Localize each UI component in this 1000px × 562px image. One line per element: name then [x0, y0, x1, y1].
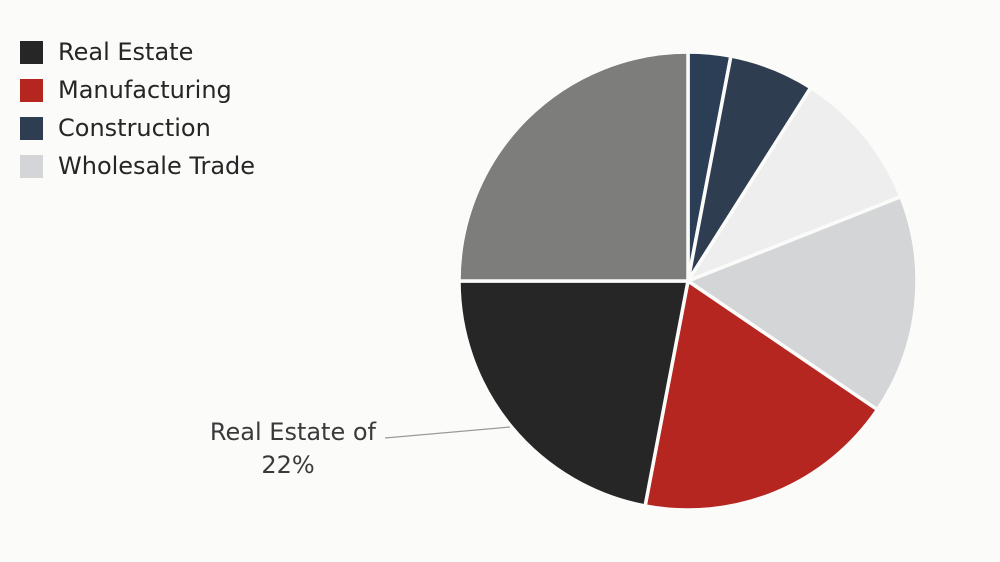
legend-swatch: [20, 78, 43, 102]
pie-slice-real-estate: [457, 279, 691, 508]
legend-label: Construction: [58, 114, 211, 142]
pie-slice-6: [457, 50, 690, 283]
annotation-leader-line: [384, 426, 511, 439]
legend-swatch: [20, 154, 43, 178]
legend-swatch: [20, 40, 43, 64]
legend-item-construction: Construction: [20, 109, 255, 147]
legend-label: Manufacturing: [58, 76, 232, 104]
legend-swatch: [20, 116, 43, 140]
legend-label: Wholesale Trade: [58, 152, 256, 180]
legend-item-manufacturing: Manufacturing: [20, 71, 255, 109]
pie-slice-3: [684, 194, 919, 413]
annotation-line1: Real Estate of: [210, 418, 377, 446]
pie-slice-4: [643, 278, 880, 512]
legend-label: Real Estate: [58, 38, 194, 66]
legend-item-real-estate: Real Estate: [20, 33, 255, 71]
annotation-line2: 22%: [261, 451, 314, 479]
pie-slice-2: [683, 85, 904, 285]
legend-item-wholesale-trade: Wholesale Trade: [20, 147, 255, 185]
legend: Real Estate Manufacturing Construction W…: [20, 33, 255, 185]
